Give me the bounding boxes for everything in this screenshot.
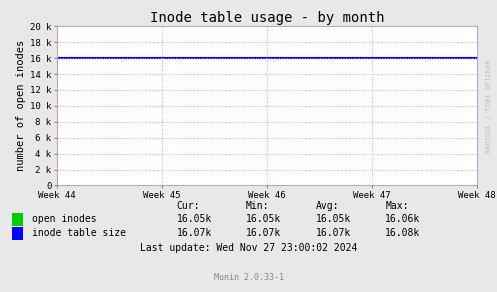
- Text: Max:: Max:: [385, 201, 409, 211]
- Text: inode table size: inode table size: [32, 228, 126, 238]
- Text: Min:: Min:: [246, 201, 269, 211]
- Text: 16.05k: 16.05k: [246, 214, 281, 224]
- Text: Last update: Wed Nov 27 23:00:02 2024: Last update: Wed Nov 27 23:00:02 2024: [140, 243, 357, 253]
- Title: Inode table usage - by month: Inode table usage - by month: [150, 11, 384, 25]
- Text: Avg:: Avg:: [316, 201, 339, 211]
- Text: 16.05k: 16.05k: [176, 214, 212, 224]
- Text: 16.07k: 16.07k: [316, 228, 351, 238]
- Text: 16.07k: 16.07k: [176, 228, 212, 238]
- Text: 16.08k: 16.08k: [385, 228, 420, 238]
- Text: open inodes: open inodes: [32, 214, 97, 224]
- Text: Munin 2.0.33-1: Munin 2.0.33-1: [214, 273, 283, 282]
- Y-axis label: number of open inodes: number of open inodes: [16, 40, 26, 171]
- Text: 16.07k: 16.07k: [246, 228, 281, 238]
- Text: Cur:: Cur:: [176, 201, 200, 211]
- Text: 16.06k: 16.06k: [385, 214, 420, 224]
- Text: RRDTOOL / TOBI OETIKER: RRDTOOL / TOBI OETIKER: [486, 60, 492, 153]
- Text: 16.05k: 16.05k: [316, 214, 351, 224]
